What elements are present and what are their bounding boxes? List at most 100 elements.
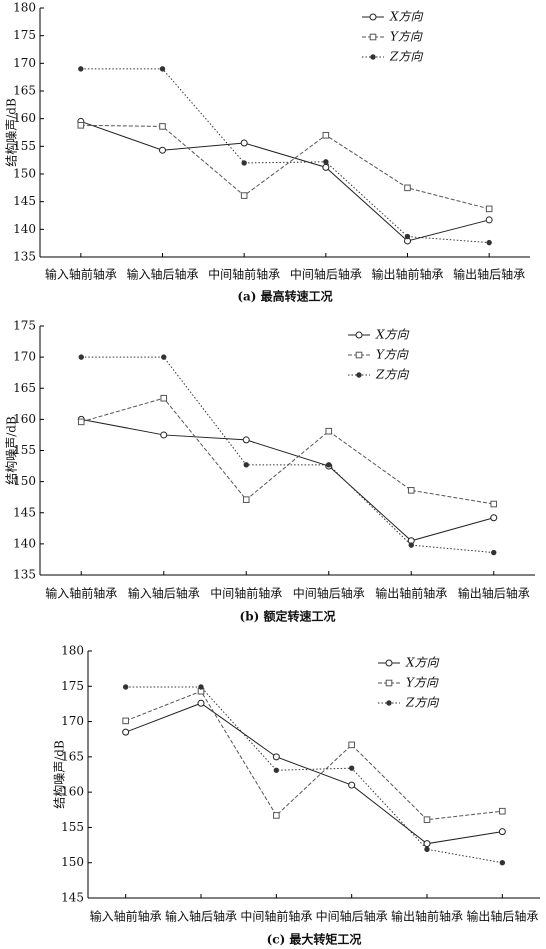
y-tick-label: 155: [13, 443, 36, 457]
series-line: [81, 356, 494, 554]
series-line: [125, 702, 503, 845]
marker: [159, 66, 166, 72]
y-tick-label: 160: [13, 111, 36, 125]
marker: [490, 500, 498, 508]
marker: [272, 753, 280, 761]
x-tick-label: 中间轴前轴承: [208, 267, 280, 282]
marker: [160, 394, 168, 402]
subtitle: (c) 最大转矩工况: [267, 932, 362, 947]
x-tick-label: 输出轴前轴承: [391, 909, 463, 924]
marker: [322, 131, 330, 139]
y-tick-label: 150: [13, 167, 36, 181]
subtitle: (a) 最高转速工况: [237, 289, 332, 304]
x-tick-label: 输出轴后轴承: [453, 267, 525, 282]
marker: [355, 331, 363, 339]
x-tick-label: 输出轴前轴承: [375, 586, 447, 601]
legend-label: Y方向: [406, 676, 439, 690]
marker: [423, 840, 431, 848]
y-tick-label: 170: [13, 56, 36, 70]
y-tick-label: 175: [61, 679, 84, 693]
marker: [499, 860, 506, 866]
marker: [325, 427, 333, 435]
y-tick-label: 175: [13, 28, 36, 42]
series-line: [81, 418, 494, 542]
y-tick-label: 170: [13, 350, 36, 364]
legend-label: X方向: [405, 656, 440, 670]
legend-label: Y方向: [376, 348, 409, 362]
y-tick-label: 180: [61, 644, 84, 658]
marker: [369, 13, 377, 21]
marker: [242, 436, 250, 444]
x-tick-label: 输出轴前轴承: [371, 267, 443, 282]
x-tick-label: 输出轴后轴承: [466, 909, 538, 924]
x-tick-label: 输入轴前轴承: [90, 909, 162, 924]
marker: [370, 54, 376, 60]
marker: [240, 139, 248, 147]
y-tick-label: 165: [61, 749, 84, 763]
subtitle: (b) 额定转速工况: [240, 609, 336, 624]
y-tick-label: 175: [13, 319, 36, 333]
y-tick-label: 155: [61, 820, 84, 834]
y-tick-label: 165: [13, 381, 36, 395]
marker: [486, 239, 492, 246]
y-tick-label: 135: [13, 250, 36, 264]
legend-label: Y方向: [390, 30, 423, 44]
marker: [485, 205, 493, 213]
x-tick-label: 输入轴后轴承: [126, 267, 198, 282]
marker: [404, 184, 411, 192]
marker: [423, 816, 431, 823]
x-tick-label: 中间轴后轴承: [316, 909, 388, 924]
marker: [485, 216, 493, 224]
marker: [122, 728, 130, 736]
marker: [326, 462, 332, 468]
marker: [498, 828, 506, 836]
marker: [198, 684, 204, 690]
series-line: [125, 686, 503, 864]
marker: [243, 462, 249, 468]
marker: [159, 146, 166, 154]
y-tick-label: 145: [61, 891, 84, 905]
marker: [386, 700, 392, 706]
series-line: [125, 690, 503, 821]
x-tick-label: 中间轴前轴承: [210, 586, 282, 601]
legend-label: Z方向: [389, 50, 423, 64]
series-line: [80, 124, 490, 210]
legend-label: X方向: [375, 328, 410, 342]
x-tick-label: 输入轴前轴承: [45, 267, 117, 282]
y-tick-label: 150: [61, 855, 84, 869]
marker: [424, 846, 430, 853]
marker: [240, 192, 248, 199]
x-tick-label: 中间轴后轴承: [293, 586, 365, 601]
marker: [348, 741, 355, 749]
marker: [407, 487, 415, 494]
marker: [242, 496, 250, 503]
y-tick-label: 135: [13, 568, 36, 582]
marker: [77, 418, 85, 426]
x-tick-label: 中间轴后轴承: [290, 267, 362, 282]
y-tick-label: 160: [13, 412, 36, 426]
marker: [78, 354, 84, 360]
y-tick-label: 150: [13, 474, 36, 488]
marker: [348, 781, 356, 789]
legend-label: X方向: [389, 10, 424, 24]
marker: [78, 66, 84, 72]
legend-label: Z方向: [375, 368, 409, 382]
marker: [490, 514, 498, 522]
marker: [385, 659, 393, 667]
marker: [499, 807, 506, 815]
x-tick-label: 输入轴后轴承: [128, 586, 200, 601]
marker: [356, 372, 362, 378]
marker: [369, 33, 377, 41]
x-tick-label: 中间轴前轴承: [240, 909, 312, 924]
y-tick-label: 165: [13, 84, 36, 98]
marker: [408, 542, 414, 548]
y-tick-label: 180: [13, 1, 36, 15]
marker: [273, 812, 280, 819]
y-tick-label: 145: [13, 194, 36, 208]
marker: [491, 549, 497, 556]
y-tick-label: 155: [13, 139, 36, 153]
y-tick-label: 160: [61, 785, 84, 799]
marker: [122, 717, 129, 725]
x-tick-label: 输出轴后轴承: [458, 586, 530, 601]
